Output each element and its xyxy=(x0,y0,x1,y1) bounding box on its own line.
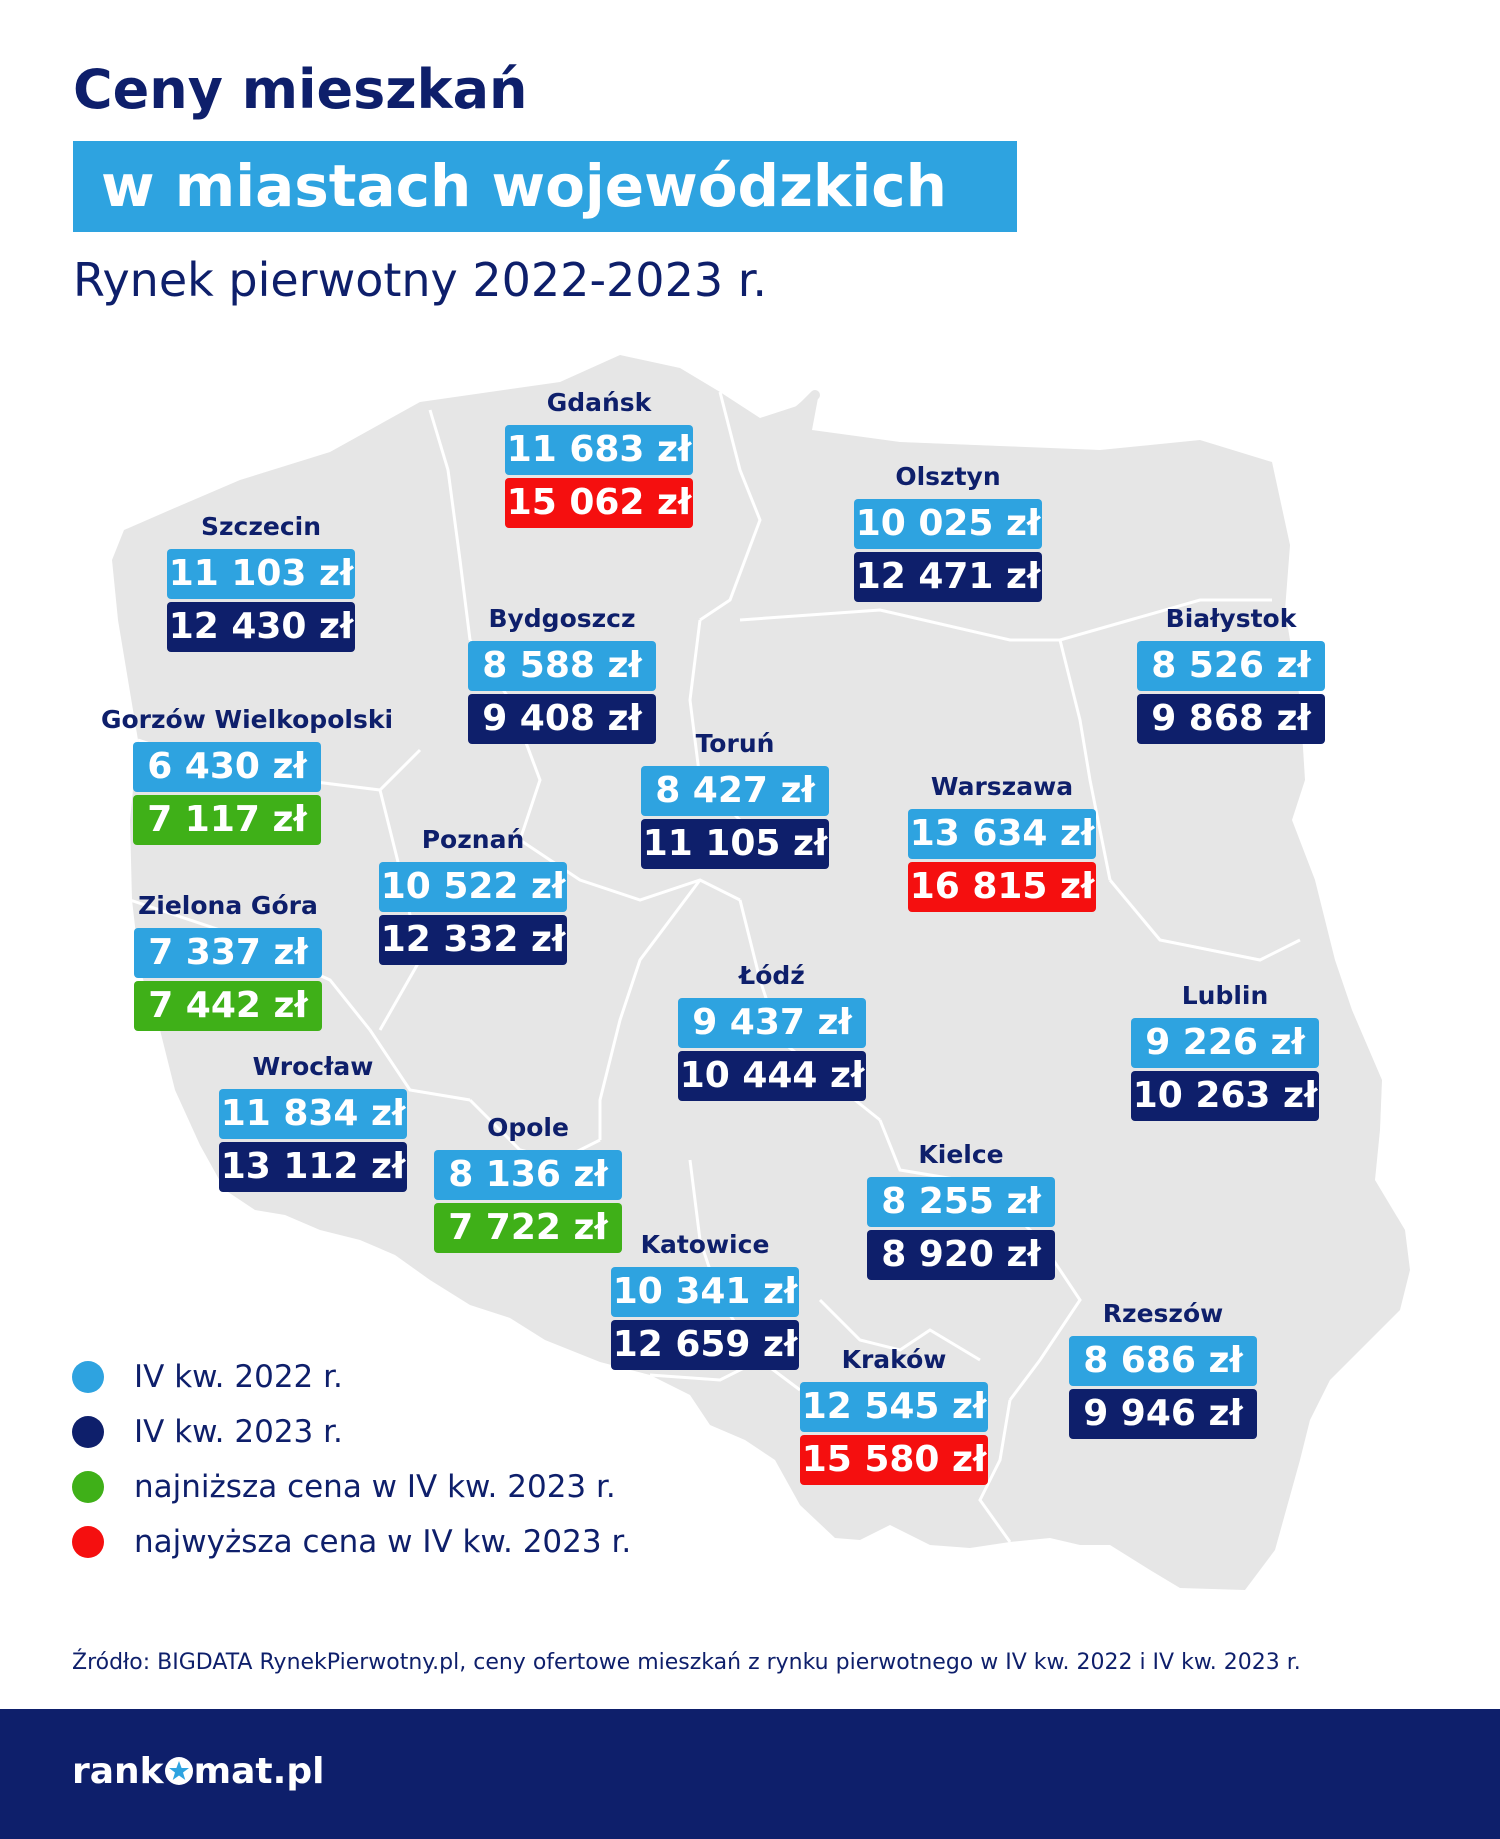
city-krakow: Kraków 12 545 zł 15 580 zł xyxy=(800,1338,988,1488)
price-2023: 8 920 zł xyxy=(867,1230,1055,1280)
price-2022: 10 341 zł xyxy=(611,1267,799,1317)
legend-dot-light-blue xyxy=(72,1360,104,1393)
price-2023: 10 263 zł xyxy=(1131,1071,1319,1121)
city-name: Olsztyn xyxy=(895,462,1001,491)
price-2023: 9 946 zł xyxy=(1069,1389,1257,1439)
city-olsztyn: Olsztyn 10 025 zł 12 471 zł xyxy=(854,455,1042,605)
hel-peninsula xyxy=(765,390,820,435)
legend-label: najwyższa cena w IV kw. 2023 r. xyxy=(134,1523,632,1560)
price-2022: 8 686 zł xyxy=(1069,1336,1257,1386)
city-name: Warszawa xyxy=(930,772,1074,801)
price-2022: 9 226 zł xyxy=(1131,1018,1319,1068)
legend-label: IV kw. 2023 r. xyxy=(134,1413,343,1450)
city-warszawa: Warszawa 13 634 zł 16 815 zł xyxy=(908,765,1096,915)
logo-text-start: rank xyxy=(72,1751,164,1792)
logo-star-icon xyxy=(164,1757,193,1785)
page-title-highlight: w miastach wojewódzkich xyxy=(73,141,1017,232)
city-name: Wrocław xyxy=(252,1052,374,1081)
legend-item-lowest: najniższa cena w IV kw. 2023 r. xyxy=(72,1459,631,1514)
price-2023: 11 105 zł xyxy=(641,819,829,869)
city-gorzow-wielkopolski: Gorzów Wielkopolski 6 430 zł 7 117 zł xyxy=(101,698,393,848)
legend-dot-red xyxy=(72,1525,104,1558)
price-2022: 12 545 zł xyxy=(800,1382,988,1432)
legend: IV kw. 2022 r. IV kw. 2023 r. najniższa … xyxy=(72,1349,631,1569)
price-2022: 8 588 zł xyxy=(468,641,656,691)
city-zielona-gora: Zielona Góra 7 337 zł 7 442 zł xyxy=(134,884,322,1034)
city-name: Łódź xyxy=(739,961,805,990)
price-2022: 11 834 zł xyxy=(219,1089,407,1139)
city-poznan: Poznań 10 522 zł 12 332 zł xyxy=(379,818,567,968)
city-kielce: Kielce 8 255 zł 8 920 zł xyxy=(867,1133,1055,1283)
price-2022: 6 430 zł xyxy=(133,742,321,792)
price-2023: 9 868 zł xyxy=(1137,694,1325,744)
price-2022: 7 337 zł xyxy=(134,928,322,978)
city-name: Kielce xyxy=(918,1140,1004,1169)
source-note: Źródło: BIGDATA RynekPierwotny.pl, ceny … xyxy=(72,1650,1301,1675)
city-name: Lublin xyxy=(1181,981,1269,1010)
page-title: Ceny mieszkań xyxy=(73,58,528,121)
legend-item-q4-2022: IV kw. 2022 r. xyxy=(72,1349,631,1404)
price-2022: 8 427 zł xyxy=(641,766,829,816)
poland-outline xyxy=(112,355,1410,1590)
city-bydgoszcz: Bydgoszcz 8 588 zł 9 408 zł xyxy=(468,597,656,747)
city-name: Rzeszów xyxy=(1102,1299,1224,1328)
price-2023: 16 815 zł xyxy=(908,862,1096,912)
city-name: Zielona Góra xyxy=(138,891,318,920)
price-2023: 15 580 zł xyxy=(800,1435,988,1485)
city-katowice: Katowice 10 341 zł 12 659 zł xyxy=(611,1223,799,1373)
legend-dot-navy xyxy=(72,1415,104,1448)
city-gdansk: Gdańsk 11 683 zł 15 062 zł xyxy=(505,381,693,531)
price-2023: 9 408 zł xyxy=(468,694,656,744)
legend-dot-green xyxy=(72,1470,104,1503)
city-name: Gorzów Wielkopolski xyxy=(100,705,394,734)
legend-item-q4-2023: IV kw. 2023 r. xyxy=(72,1404,631,1459)
legend-label: najniższa cena w IV kw. 2023 r. xyxy=(134,1468,616,1505)
price-2023: 12 430 zł xyxy=(167,602,355,652)
rankomat-logo: rank mat.pl xyxy=(72,1751,324,1792)
city-lodz: Łódź 9 437 zł 10 444 zł xyxy=(678,954,866,1104)
price-2022: 11 683 zł xyxy=(505,425,693,475)
city-name: Szczecin xyxy=(200,512,322,541)
price-2023: 13 112 zł xyxy=(219,1142,407,1192)
city-wroclaw: Wrocław 11 834 zł 13 112 zł xyxy=(219,1045,407,1195)
city-name: Gdańsk xyxy=(546,388,652,417)
price-2023: 12 332 zł xyxy=(379,915,567,965)
city-name: Białystok xyxy=(1165,604,1297,633)
price-2023: 7 442 zł xyxy=(134,981,322,1031)
city-bialystok: Białystok 8 526 zł 9 868 zł xyxy=(1137,597,1325,747)
price-2022: 8 526 zł xyxy=(1137,641,1325,691)
city-opole: Opole 8 136 zł 7 722 zł xyxy=(434,1106,622,1256)
logo-text-end: mat.pl xyxy=(193,1751,325,1792)
price-2023: 7 722 zł xyxy=(434,1203,622,1253)
price-2022: 8 136 zł xyxy=(434,1150,622,1200)
footer-bar: rank mat.pl xyxy=(0,1709,1500,1839)
city-name: Katowice xyxy=(640,1230,770,1259)
price-2022: 9 437 zł xyxy=(678,998,866,1048)
page-subtitle: Rynek pierwotny 2022-2023 r. xyxy=(73,253,768,307)
price-2023: 15 062 zł xyxy=(505,478,693,528)
price-2023: 12 659 zł xyxy=(611,1320,799,1370)
price-2023: 12 471 zł xyxy=(854,552,1042,602)
price-2022: 8 255 zł xyxy=(867,1177,1055,1227)
city-rzeszow: Rzeszów 8 686 zł 9 946 zł xyxy=(1069,1292,1257,1442)
city-szczecin: Szczecin 11 103 zł 12 430 zł xyxy=(167,505,355,655)
city-name: Poznań xyxy=(421,825,525,854)
city-name: Bydgoszcz xyxy=(488,604,636,633)
price-2023: 10 444 zł xyxy=(678,1051,866,1101)
price-2022: 11 103 zł xyxy=(167,549,355,599)
price-2022: 10 025 zł xyxy=(854,499,1042,549)
price-2022: 10 522 zł xyxy=(379,862,567,912)
city-name: Opole xyxy=(487,1113,569,1142)
city-name: Kraków xyxy=(841,1345,947,1374)
city-lublin: Lublin 9 226 zł 10 263 zł xyxy=(1131,974,1319,1124)
price-2022: 13 634 zł xyxy=(908,809,1096,859)
legend-item-highest: najwyższa cena w IV kw. 2023 r. xyxy=(72,1514,631,1569)
legend-label: IV kw. 2022 r. xyxy=(134,1358,343,1395)
price-2023: 7 117 zł xyxy=(133,795,321,845)
city-torun: Toruń 8 427 zł 11 105 zł xyxy=(641,722,829,872)
city-name: Toruń xyxy=(695,729,775,758)
